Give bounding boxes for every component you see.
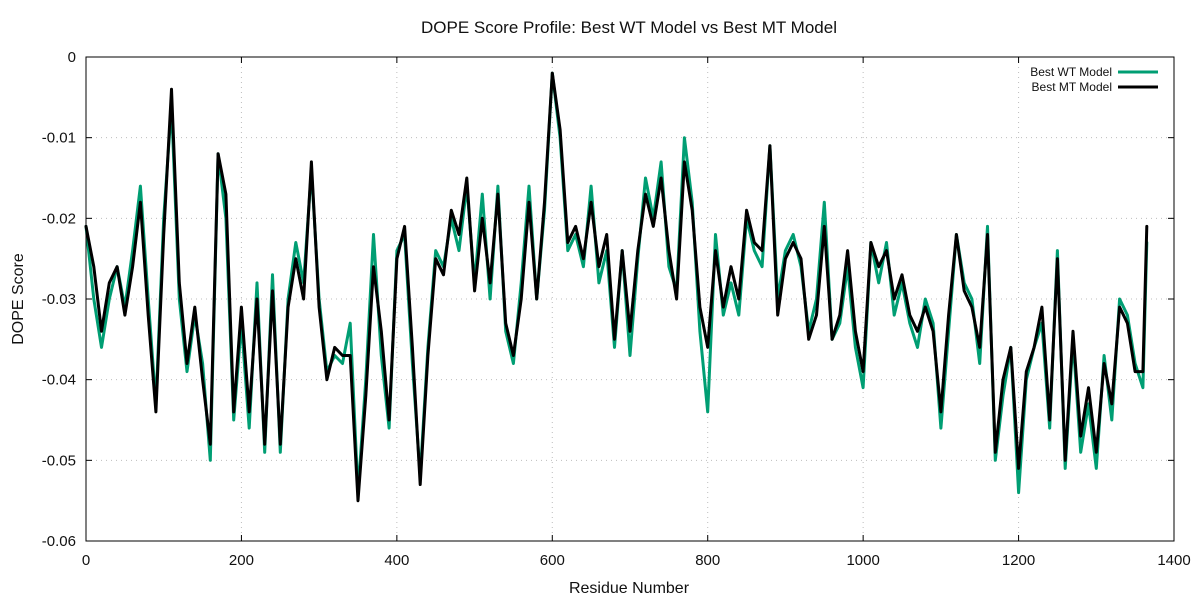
y-tick-label: -0.04 (42, 372, 76, 389)
series-lines (84, 71, 1149, 503)
x-tick-label: 1000 (846, 552, 879, 569)
grid (86, 57, 1174, 541)
x-tick-label: 400 (384, 552, 409, 569)
y-tick-label: -0.06 (42, 533, 76, 550)
x-tick-label: 1400 (1157, 552, 1190, 569)
y-tick-label: -0.01 (42, 130, 76, 147)
x-tick-label: 800 (695, 552, 720, 569)
chart-title: DOPE Score Profile: Best WT Model vs Bes… (421, 18, 837, 37)
legend-label-mt: Best MT Model (1032, 80, 1112, 94)
x-tick-label: 600 (540, 552, 565, 569)
y-tick-label: -0.02 (42, 210, 76, 227)
series-line-wt (84, 71, 1149, 495)
series-line-mt (84, 71, 1149, 503)
x-tick-label: 0 (82, 552, 90, 569)
y-tick-label: 0 (68, 49, 76, 66)
y-axis-title: DOPE Score (10, 253, 27, 345)
y-tick-label: -0.03 (42, 291, 76, 308)
x-tick-label: 1200 (1002, 552, 1035, 569)
x-tick-label: 200 (229, 552, 254, 569)
plot-frame (85, 56, 1175, 542)
x-axis-title: Residue Number (569, 580, 690, 597)
legend-label-wt: Best WT Model (1030, 65, 1112, 79)
legend: Best WT Model Best MT Model (1030, 65, 1158, 94)
axis-ticks: 0 200 400 600 800 1000 1200 1400 0 -0.01 -0.02 -0.0… (42, 49, 1191, 569)
y-tick-label: -0.05 (42, 452, 76, 469)
